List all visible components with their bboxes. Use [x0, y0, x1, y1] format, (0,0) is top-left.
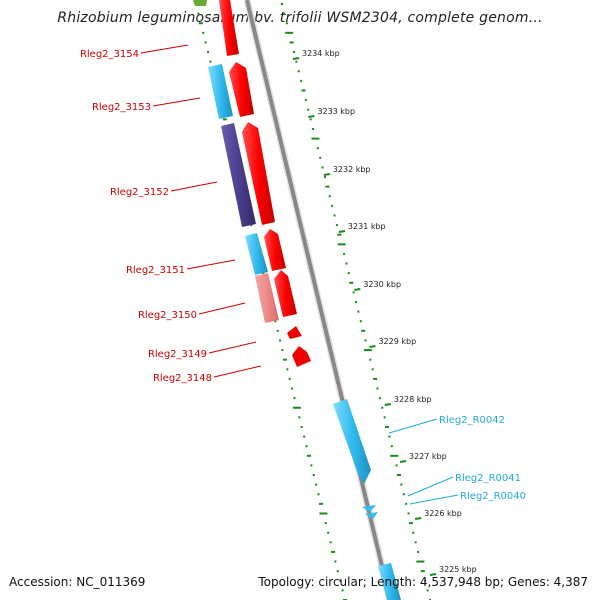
gene-rleg2-3150-forward[interactable]	[274, 270, 297, 317]
gene-label-leader	[186, 259, 236, 270]
accession-text: Accession: NC_011369	[9, 575, 146, 589]
gene-label[interactable]: Rleg2_R0041	[455, 473, 521, 484]
gene-labels: Rleg2_3154 Rleg2_3153 Rleg2_3152 Rleg2_3151…	[80, 44, 526, 505]
gene-rleg2-3151-reverse[interactable]	[245, 233, 268, 275]
scale-tick	[399, 460, 407, 463]
gene-label-leader	[208, 341, 257, 354]
scale-tick	[292, 57, 300, 60]
backbone	[243, 0, 394, 600]
gene-rleg2-3148-forward[interactable]	[292, 346, 311, 367]
reverse-strand-features	[193, 0, 401, 600]
gene-label[interactable]: Rleg2_R0042	[439, 415, 505, 426]
gene-label-leader	[409, 494, 459, 505]
gene-rleg2-3154-forward[interactable]	[219, 0, 239, 56]
scale-label: 3233 kbp	[317, 107, 355, 116]
genome-summary: Topology: circular; Length: 4,537,948 bp…	[258, 575, 588, 589]
gene-label-leader	[407, 476, 454, 497]
scale-tick	[384, 403, 392, 406]
scale-tick	[338, 230, 346, 233]
scale-label: 3228 kbp	[394, 395, 432, 404]
scale-tick	[429, 573, 437, 576]
gene-label-leader	[152, 97, 201, 107]
gene-label[interactable]: Rleg2_3149	[148, 349, 207, 360]
gene-label[interactable]: Rleg2_3150	[138, 310, 197, 321]
gene-label[interactable]: Rleg2_3154	[80, 49, 139, 60]
scale-tick	[354, 288, 361, 291]
gene-rleg2-3155-fragment[interactable]	[193, 0, 207, 6]
gene-rleg2-3151-forward[interactable]	[264, 229, 286, 271]
scale-label: 3229 kbp	[378, 337, 416, 346]
gene-label[interactable]: Rleg2_3148	[153, 373, 212, 384]
gene-rleg2-3147-fragment[interactable]	[378, 563, 401, 600]
gene-label-leader	[388, 418, 438, 434]
gene-rleg2-3152-forward[interactable]	[242, 122, 275, 225]
gene-label[interactable]: Rleg2_3151	[126, 265, 185, 276]
rna-rleg2-r0040[interactable]	[365, 512, 378, 519]
scale-tick	[369, 345, 376, 348]
rna-rleg2-r0042[interactable]	[333, 399, 371, 484]
gene-rleg2-3150-reverse[interactable]	[255, 273, 279, 323]
scale-ticks: 3234 kbp 3233 kbp 3232 kbp 3231 kbp 3230 kbp…	[292, 49, 477, 576]
forward-strand-features	[219, 0, 311, 367]
scale-label: 3226 kbp	[424, 509, 462, 518]
gene-rleg2-3152-reverse[interactable]	[221, 123, 256, 227]
gene-label-leader	[140, 44, 189, 54]
gc-content-track	[195, 3, 431, 600]
gene-rleg2-3153-reverse[interactable]	[208, 64, 233, 119]
gene-rleg2-3153-forward[interactable]	[229, 62, 254, 117]
gene-label[interactable]: Rleg2_3153	[92, 102, 151, 113]
gene-rleg2-3149-forward[interactable]	[287, 326, 302, 339]
scale-label: 3225 kbp	[439, 565, 477, 574]
gene-label[interactable]: Rleg2_3152	[110, 187, 169, 198]
scale-tick	[414, 517, 422, 520]
gene-label-leader	[213, 365, 262, 378]
rna-rleg2-r0041[interactable]	[362, 505, 376, 512]
scale-tick	[323, 173, 330, 176]
scale-label: 3227 kbp	[409, 452, 447, 461]
map-title: Rhizobium leguminosarum bv. trifolii WSM…	[57, 10, 543, 26]
gene-label[interactable]: Rleg2_R0040	[460, 491, 526, 502]
scale-label: 3231 kbp	[348, 222, 386, 231]
scale-label: 3230 kbp	[363, 280, 401, 289]
gene-label-leader	[170, 181, 218, 192]
scale-label: 3232 kbp	[333, 165, 371, 174]
gene-label-leader	[198, 302, 246, 315]
scale-label: 3234 kbp	[302, 49, 340, 58]
scale-tick	[308, 115, 315, 118]
